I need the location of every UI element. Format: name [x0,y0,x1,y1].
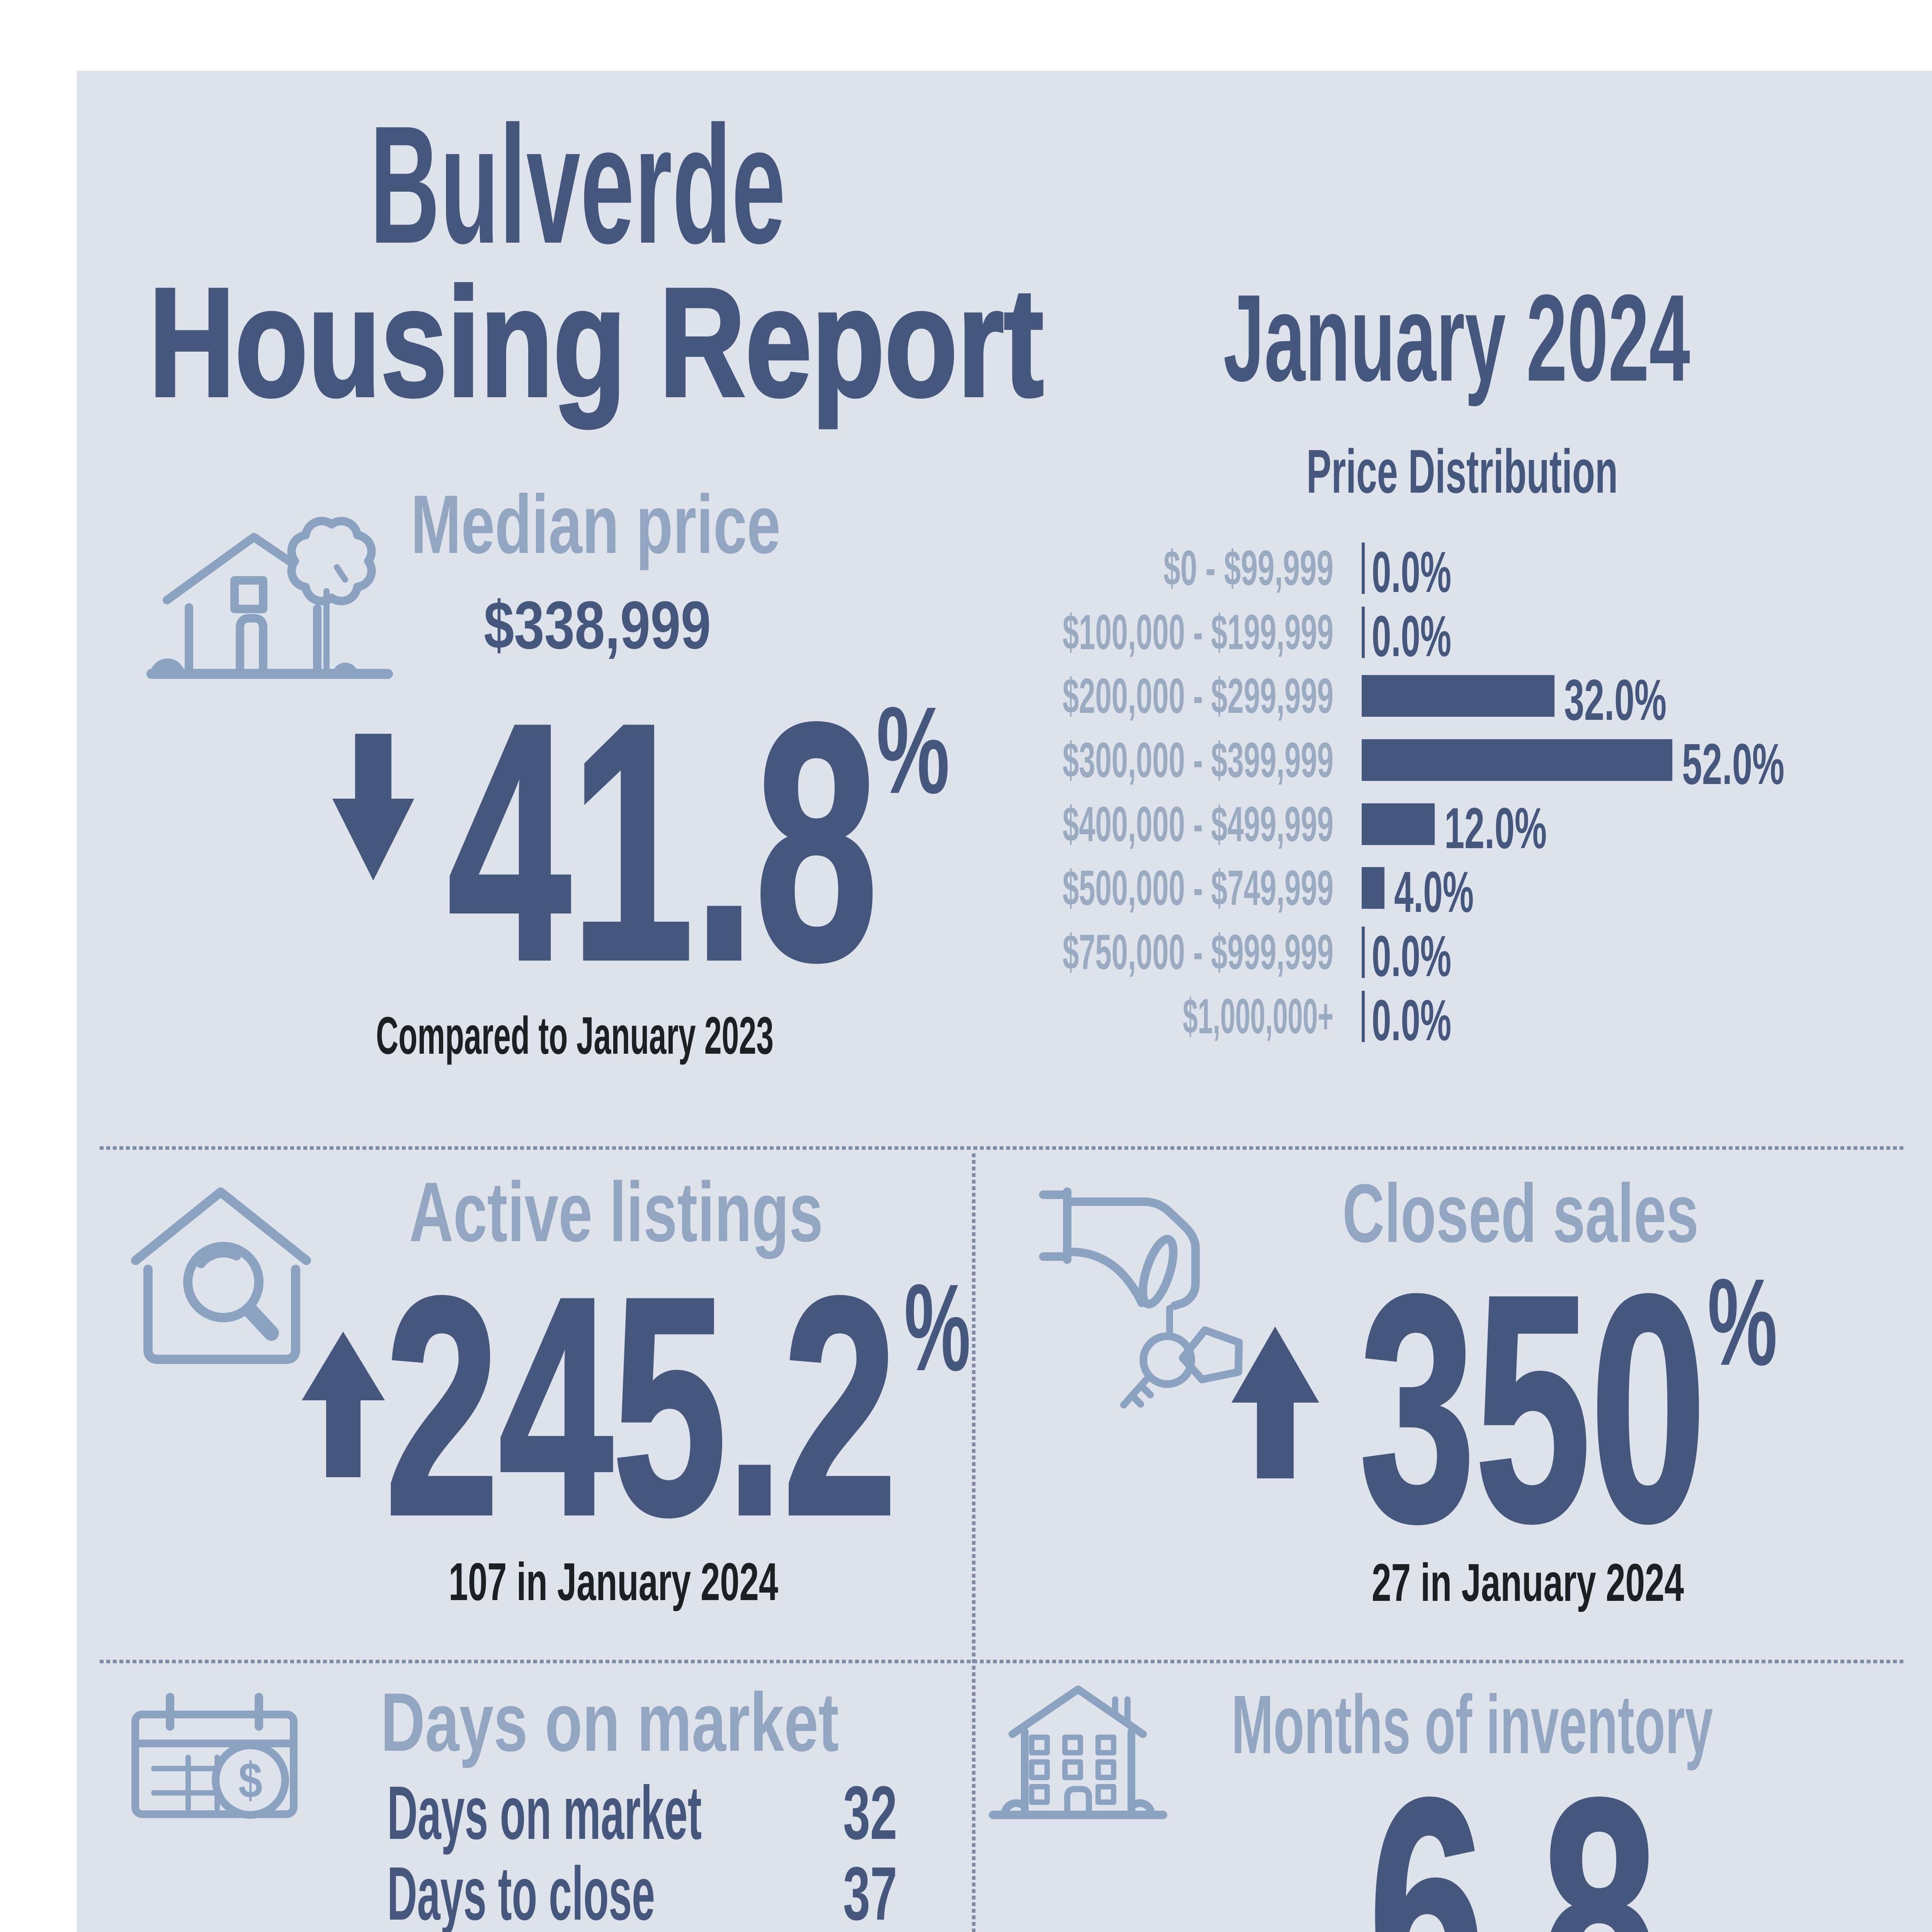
svg-text:0.0%: 0.0% [1372,539,1451,604]
svg-text:%: % [1708,1253,1777,1391]
svg-text:%: % [904,1258,971,1396]
svg-text:37: 37 [843,1851,897,1932]
svg-text:107 in January 2024: 107 in January 2024 [449,1552,778,1612]
svg-text:January 2024: January 2024 [1223,269,1690,408]
svg-text:Compared to January 2023: Compared to January 2023 [376,1006,774,1065]
svg-text:0.0%: 0.0% [1372,923,1451,988]
svg-text:32: 32 [843,1770,897,1855]
svg-text:$338,999: $338,999 [484,588,711,663]
svg-text:Closed sales: Closed sales [1342,1167,1699,1260]
svg-text:%: % [876,681,950,819]
svg-text:$0 - $99,999: $0 - $99,999 [1163,541,1333,596]
svg-text:$750,000 - $999,999: $750,000 - $999,999 [1063,925,1333,980]
svg-text:Price Distribution: Price Distribution [1306,437,1618,506]
svg-text:Months of inventory: Months of inventory [1231,1678,1713,1771]
svg-text:27 in January 2024: 27 in January 2024 [1372,1553,1684,1612]
svg-text:Days to close: Days to close [387,1851,655,1932]
svg-text:245.2: 245.2 [385,1233,897,1579]
svg-text:$400,000 - $499,999: $400,000 - $499,999 [1063,797,1333,852]
svg-text:$: $ [238,1752,262,1808]
svg-text:$200,000 - $299,999: $200,000 - $299,999 [1063,668,1333,724]
svg-text:41.8: 41.8 [448,654,878,1030]
svg-text:$1,000,000+: $1,000,000+ [1183,989,1333,1044]
svg-text:Days on market: Days on market [381,1675,839,1769]
svg-text:32.0%: 32.0% [1564,667,1667,732]
svg-text:4.0%: 4.0% [1394,859,1474,924]
svg-text:Bulverde: Bulverde [370,91,786,278]
svg-text:6.8: 6.8 [1369,1733,1657,1932]
svg-text:0.0%: 0.0% [1372,988,1451,1053]
svg-text:$300,000 - $399,999: $300,000 - $399,999 [1063,733,1333,788]
svg-text:12.0%: 12.0% [1444,796,1547,861]
svg-text:Housing Report: Housing Report [149,256,1044,430]
svg-text:$100,000 - $199,999: $100,000 - $199,999 [1063,605,1333,660]
svg-text:Days on market: Days on market [387,1770,702,1855]
svg-text:Median price: Median price [411,478,781,571]
svg-text:52.0%: 52.0% [1682,731,1784,796]
svg-text:0.0%: 0.0% [1372,604,1451,668]
svg-text:Active listings: Active listings [409,1165,823,1259]
svg-text:350: 350 [1360,1229,1706,1587]
svg-text:$500,000 - $749,999: $500,000 - $749,999 [1063,861,1333,916]
